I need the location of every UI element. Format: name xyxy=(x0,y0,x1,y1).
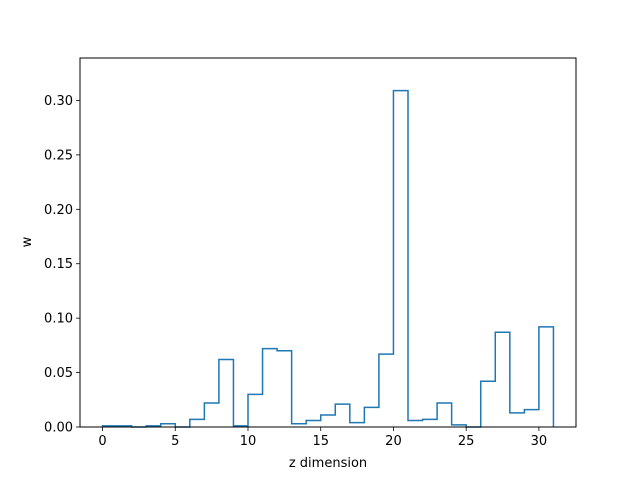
y-tick-label: 0.20 xyxy=(44,203,73,218)
x-tick-label: 20 xyxy=(385,434,402,449)
x-tick-label: 25 xyxy=(458,434,475,449)
x-tick-label: 10 xyxy=(240,434,257,449)
x-tick-label: 0 xyxy=(98,434,106,449)
x-tick-label: 30 xyxy=(531,434,548,449)
y-ticks: 0.00 0.05 0.10 0.15 0.20 0.25 0.30 xyxy=(44,94,80,436)
y-tick-label: 0.00 xyxy=(44,421,73,436)
x-ticks: 0 5 10 15 20 25 30 xyxy=(98,427,547,449)
y-tick-label: 0.30 xyxy=(44,94,73,109)
y-tick-label: 0.05 xyxy=(44,366,73,381)
y-tick-label: 0.25 xyxy=(44,148,73,163)
x-tick-label: 5 xyxy=(171,434,179,449)
x-axis-label: z dimension xyxy=(289,456,367,471)
y-tick-label: 0.10 xyxy=(44,312,73,327)
y-tick-label: 0.15 xyxy=(44,257,73,272)
plot-frame xyxy=(79,57,577,428)
x-tick-label: 15 xyxy=(312,434,329,449)
y-axis-label: w xyxy=(20,236,35,247)
